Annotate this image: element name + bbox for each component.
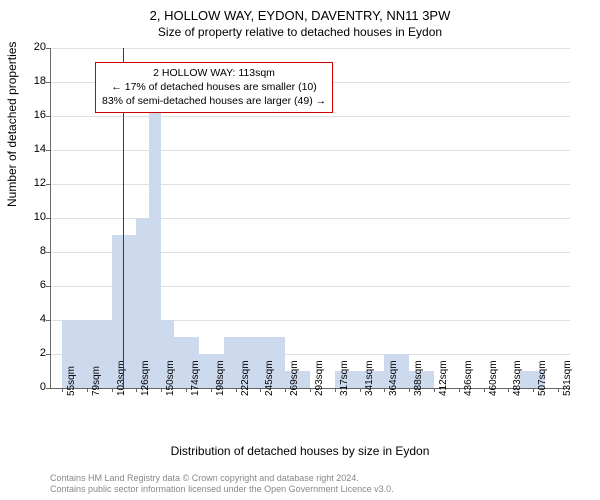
x-tick-label: 483sqm xyxy=(512,360,523,396)
y-gridline xyxy=(50,150,570,151)
y-tick-label: 4 xyxy=(16,313,46,325)
y-tick-mark xyxy=(46,82,50,83)
x-tick-label: 293sqm xyxy=(314,360,325,396)
x-tick-label: 198sqm xyxy=(215,360,226,396)
x-tick-mark xyxy=(459,388,460,392)
y-tick-mark xyxy=(46,116,50,117)
page-subtitle: Size of property relative to detached ho… xyxy=(0,23,600,39)
y-tick-mark xyxy=(46,218,50,219)
y-tick-label: 16 xyxy=(16,109,46,121)
x-tick-mark xyxy=(335,388,336,392)
y-tick-mark xyxy=(46,150,50,151)
y-tick-label: 18 xyxy=(16,75,46,87)
x-tick-label: 507sqm xyxy=(537,360,548,396)
x-tick-mark xyxy=(310,388,311,392)
x-tick-label: 341sqm xyxy=(364,360,375,396)
x-tick-mark xyxy=(236,388,237,392)
footer-line-1: Contains HM Land Registry data © Crown c… xyxy=(50,473,394,485)
y-tick-mark xyxy=(46,286,50,287)
x-tick-label: 364sqm xyxy=(388,360,399,396)
x-tick-label: 436sqm xyxy=(463,360,474,396)
x-tick-label: 55sqm xyxy=(66,366,77,396)
y-tick-mark xyxy=(46,320,50,321)
y-tick-label: 6 xyxy=(16,279,46,291)
y-gridline xyxy=(50,116,570,117)
x-tick-label: 460sqm xyxy=(488,360,499,396)
chart-container: 02468101214161820 55sqm79sqm103sqm126sqm… xyxy=(50,48,570,408)
info-box: 2 HOLLOW WAY: 113sqm ← 17% of detached h… xyxy=(95,62,333,113)
x-tick-mark xyxy=(211,388,212,392)
footer: Contains HM Land Registry data © Crown c… xyxy=(50,473,394,496)
x-tick-label: 317sqm xyxy=(339,360,350,396)
y-tick-label: 10 xyxy=(16,211,46,223)
x-tick-mark xyxy=(87,388,88,392)
x-tick-label: 79sqm xyxy=(91,366,102,396)
y-tick-label: 8 xyxy=(16,245,46,257)
x-tick-mark xyxy=(260,388,261,392)
footer-line-2: Contains public sector information licen… xyxy=(50,484,394,496)
page-title: 2, HOLLOW WAY, EYDON, DAVENTRY, NN11 3PW xyxy=(0,0,600,23)
x-tick-mark xyxy=(136,388,137,392)
y-tick-label: 2 xyxy=(16,347,46,359)
x-tick-mark xyxy=(161,388,162,392)
x-tick-label: 531sqm xyxy=(562,360,573,396)
x-tick-label: 269sqm xyxy=(289,360,300,396)
x-tick-label: 126sqm xyxy=(140,360,151,396)
x-tick-label: 222sqm xyxy=(240,360,251,396)
x-tick-label: 150sqm xyxy=(165,360,176,396)
info-line-2: ← 17% of detached houses are smaller (10… xyxy=(102,80,326,94)
y-tick-label: 14 xyxy=(16,143,46,155)
x-tick-label: 388sqm xyxy=(413,360,424,396)
x-tick-label: 412sqm xyxy=(438,360,449,396)
y-tick-label: 12 xyxy=(16,177,46,189)
y-tick-label: 0 xyxy=(16,381,46,393)
y-tick-mark xyxy=(46,48,50,49)
y-tick-mark xyxy=(46,184,50,185)
x-tick-mark xyxy=(112,388,113,392)
x-tick-mark xyxy=(484,388,485,392)
x-tick-mark xyxy=(285,388,286,392)
y-gridline xyxy=(50,184,570,185)
histogram-bar xyxy=(149,82,161,388)
x-tick-mark xyxy=(533,388,534,392)
y-tick-mark xyxy=(46,354,50,355)
info-line-3: 83% of semi-detached houses are larger (… xyxy=(102,94,326,108)
x-tick-mark xyxy=(434,388,435,392)
x-tick-mark xyxy=(360,388,361,392)
y-tick-mark xyxy=(46,388,50,389)
plot-area: 02468101214161820 55sqm79sqm103sqm126sqm… xyxy=(50,48,570,388)
y-axis-line xyxy=(50,48,51,388)
x-tick-mark xyxy=(186,388,187,392)
x-tick-label: 174sqm xyxy=(190,360,201,396)
info-line-1: 2 HOLLOW WAY: 113sqm xyxy=(102,66,326,80)
x-tick-label: 245sqm xyxy=(264,360,275,396)
y-tick-label: 20 xyxy=(16,41,46,53)
x-tick-mark xyxy=(409,388,410,392)
y-tick-mark xyxy=(46,252,50,253)
x-axis-label: Distribution of detached houses by size … xyxy=(0,444,600,458)
x-tick-mark xyxy=(558,388,559,392)
x-tick-mark xyxy=(384,388,385,392)
y-gridline xyxy=(50,48,570,49)
x-tick-mark xyxy=(62,388,63,392)
y-gridline xyxy=(50,218,570,219)
x-tick-mark xyxy=(508,388,509,392)
